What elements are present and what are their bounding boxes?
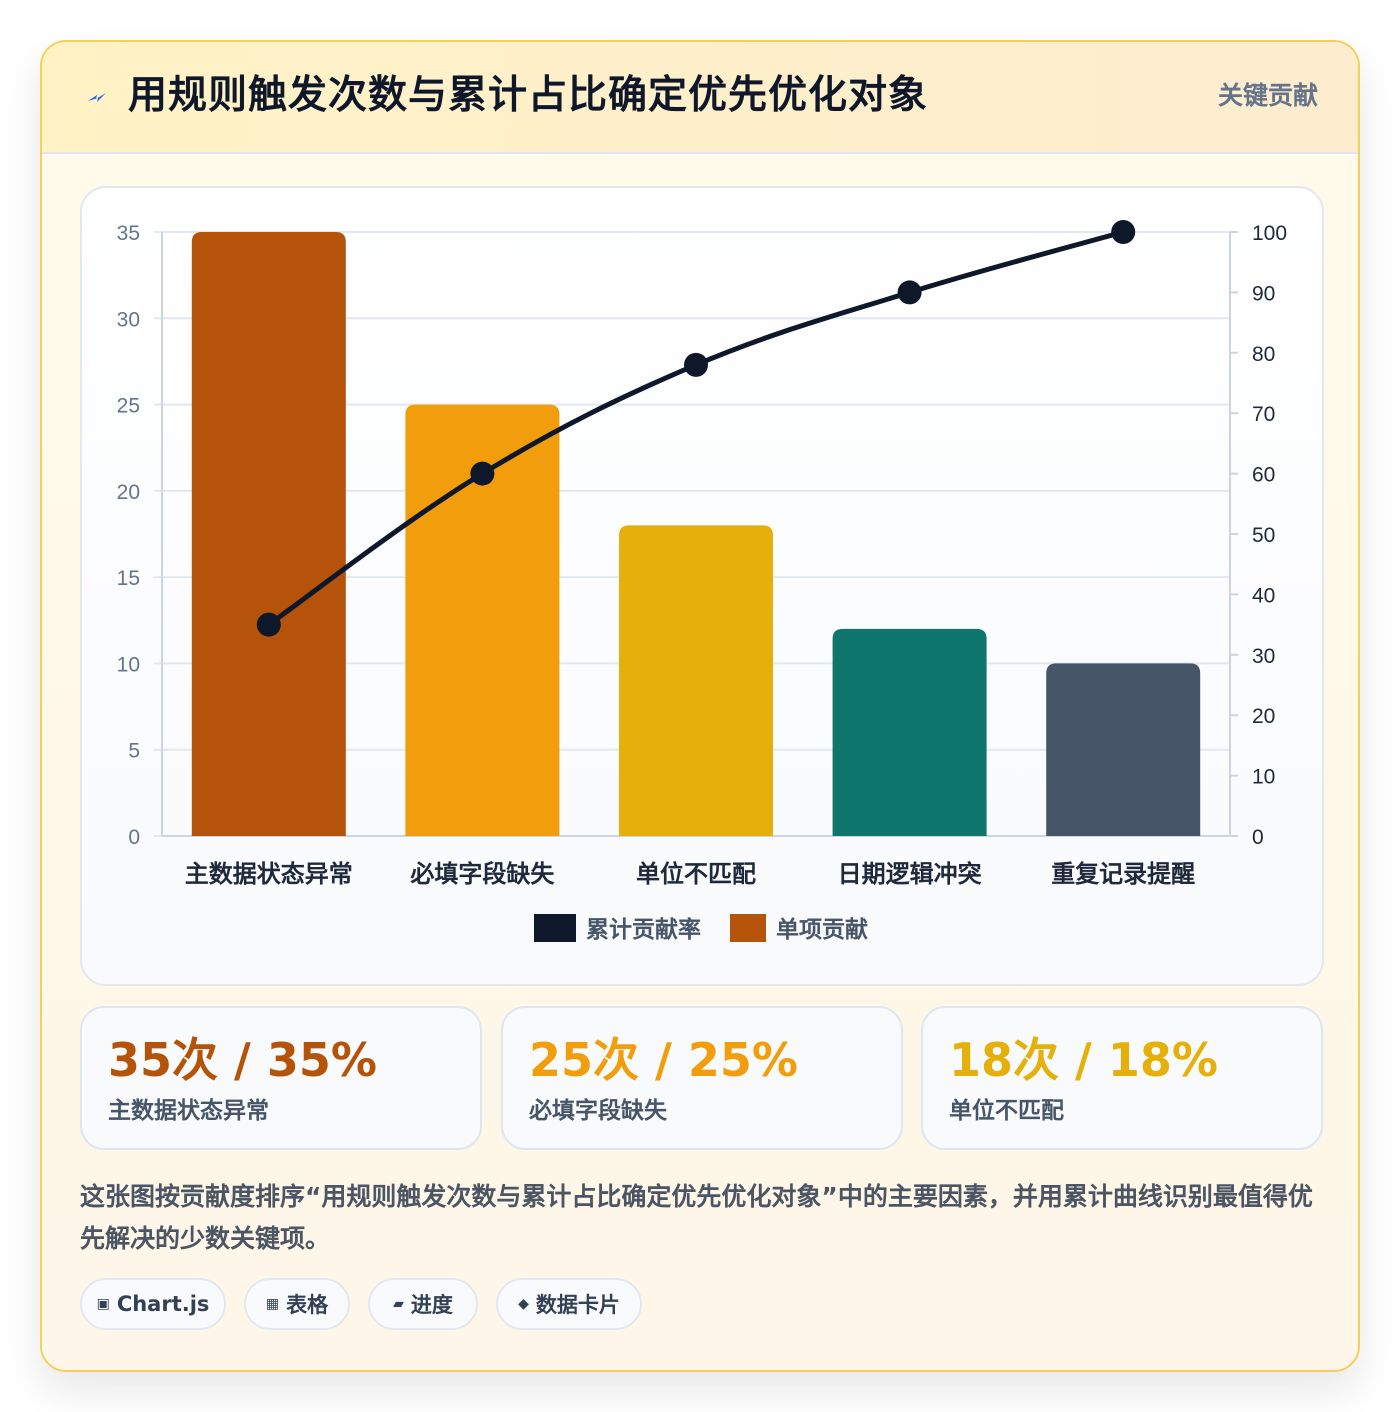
y-left-tick-label: 5 <box>128 740 140 763</box>
diamond-icon: ◆ <box>518 1296 529 1312</box>
card-header: 用规则触发次数与累计占比确定优先优化对象 关键贡献 <box>42 42 1358 154</box>
y-right-tick-label: 40 <box>1252 584 1275 607</box>
chart-description: 这张图按贡献度排序“用规则触发次数与累计占比确定优先优化对象”中的主要因素，并用… <box>80 1182 1313 1253</box>
legend-label: 累计贡献率 <box>586 916 701 943</box>
y-right-tick-label: 80 <box>1252 343 1275 366</box>
chip-data-card[interactable]: ◆ 数据卡片 <box>496 1278 642 1330</box>
table-icon: ▦ <box>265 1296 280 1312</box>
y-right-tick-label: 30 <box>1252 645 1275 668</box>
chart-panel: 0 5 10 15 20 25 30 35 0 10 20 30 40 50 60 70 80 90 100 主数据状… <box>80 186 1324 986</box>
bar <box>405 404 560 836</box>
y-left-tick-label: 10 <box>117 653 140 676</box>
y-right-tick-label: 20 <box>1252 705 1275 728</box>
bar <box>832 628 987 836</box>
bar <box>191 232 346 836</box>
chip-label: 进度 <box>410 1293 453 1317</box>
pareto-chart: 0 5 10 15 20 25 30 35 0 10 20 30 40 50 60 70 80 90 100 主数据状… <box>117 220 1287 943</box>
y-right-tick-label: 60 <box>1252 464 1275 487</box>
x-tick-label: 日期逻辑冲突 <box>838 860 982 888</box>
stat-label: 必填字段缺失 <box>529 1098 667 1124</box>
x-tick-label: 必填字段缺失 <box>410 860 555 888</box>
y-right-tick-label: 70 <box>1252 403 1275 426</box>
chart-card: 用规则触发次数与累计占比确定优先优化对象 关键贡献 0 5 10 15 20 25 30 35… <box>40 40 1360 1372</box>
y-left-tick-label: 15 <box>117 567 140 590</box>
chip-progress[interactable]: ▰ 进度 <box>368 1278 478 1330</box>
x-tick-label: 主数据状态异常 <box>185 860 353 888</box>
chip-table[interactable]: ▦ 表格 <box>244 1278 350 1330</box>
progress-icon: ▰ <box>393 1296 404 1312</box>
stat-value: 25次 / 25% <box>529 1033 798 1087</box>
stat-card-1: 35次 / 35% 主数据状态异常 <box>80 1006 482 1150</box>
bar <box>1046 663 1201 836</box>
stat-card-2: 25次 / 25% 必填字段缺失 <box>501 1006 903 1150</box>
y-left-tick-label: 35 <box>117 222 140 245</box>
chip-chartjs[interactable]: ▣ Chart.js <box>80 1278 226 1330</box>
y-left-tick-label: 25 <box>117 395 140 418</box>
bolt-icon <box>88 93 106 102</box>
y-right-tick-label: 90 <box>1252 282 1275 305</box>
stat-label: 单位不匹配 <box>949 1098 1064 1124</box>
stat-label: 主数据状态异常 <box>108 1098 269 1124</box>
chip-label: 数据卡片 <box>535 1293 620 1317</box>
y-right-tick-label: 50 <box>1252 524 1275 547</box>
page-title: 用规则触发次数与累计占比确定优先优化对象 <box>128 73 929 118</box>
y-left-tick-label: 20 <box>117 481 140 504</box>
cumulative-point <box>1111 220 1136 244</box>
legend-swatch <box>730 914 766 942</box>
chip-label: 表格 <box>286 1293 329 1317</box>
chart-icon: ▣ <box>96 1296 110 1312</box>
stat-value: 35次 / 35% <box>108 1033 377 1087</box>
y-left-tick-label: 30 <box>117 308 140 331</box>
x-tick-label: 重复记录提醒 <box>1051 860 1195 888</box>
y-right-tick-label: 100 <box>1252 222 1287 245</box>
cumulative-point <box>470 461 495 486</box>
stat-value: 18次 / 18% <box>949 1033 1218 1087</box>
y-right-tick-label: 10 <box>1252 766 1275 789</box>
stat-card-3: 18次 / 18% 单位不匹配 <box>921 1006 1323 1150</box>
y-right-tick-label: 0 <box>1252 826 1264 849</box>
bar <box>619 525 773 836</box>
chip-label: Chart.js <box>116 1292 210 1316</box>
x-tick-label: 单位不匹配 <box>636 860 756 888</box>
y-left-tick-label: 0 <box>128 826 140 849</box>
cumulative-point <box>897 280 922 305</box>
cumulative-point <box>256 612 281 637</box>
header-tag: 关键贡献 <box>1217 81 1318 110</box>
cumulative-point <box>684 352 708 377</box>
legend-label: 单项贡献 <box>776 917 868 943</box>
legend-swatch <box>534 914 576 942</box>
